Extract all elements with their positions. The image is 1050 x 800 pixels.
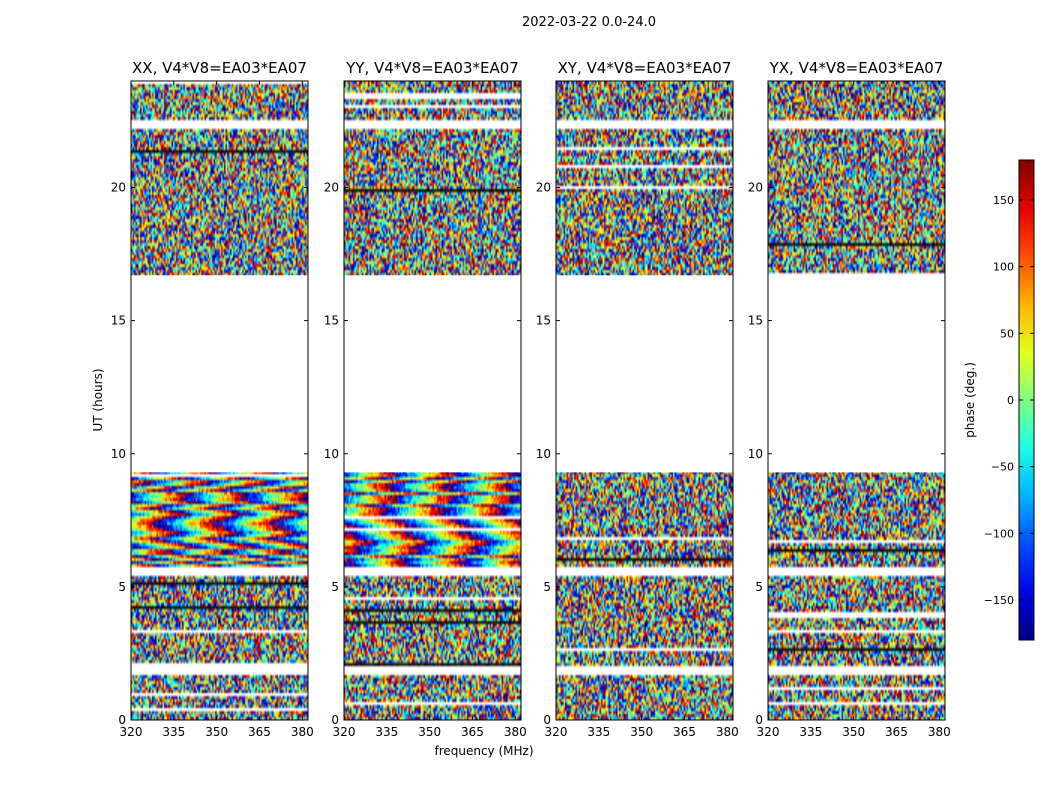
- x-tick-label: 350: [842, 725, 865, 739]
- x-tick-label: 365: [248, 725, 271, 739]
- y-tick-label: 0: [331, 713, 339, 727]
- y-tick-label: 20: [111, 181, 126, 195]
- suptitle: 2022-03-22 0.0-24.0: [522, 15, 656, 30]
- x-tick-label: 335: [799, 725, 822, 739]
- x-tick-label: 335: [587, 725, 610, 739]
- y-tick-label: 0: [755, 713, 763, 727]
- x-tick-label: 320: [333, 725, 356, 739]
- x-tick-label: 380: [716, 725, 739, 739]
- x-tick-label: 380: [504, 725, 527, 739]
- colorbar-tick-label: −100: [984, 527, 1014, 540]
- data-gap-band: [768, 275, 945, 473]
- panel-title-xy: XY, V4*V8=EA03*EA07: [558, 59, 732, 77]
- panel-title-xx: XX, V4*V8=EA03*EA07: [132, 59, 307, 77]
- y-tick-label: 5: [543, 580, 551, 594]
- y-tick-label: 5: [331, 580, 339, 594]
- x-tick-label: 350: [205, 725, 228, 739]
- axes-frame-xy: [555, 80, 734, 721]
- y-tick-label: 5: [755, 580, 763, 594]
- x-tick-label: 335: [162, 725, 185, 739]
- y-tick-label: 20: [324, 181, 339, 195]
- x-tick-label: 335: [375, 725, 398, 739]
- y-tick-label: 10: [324, 447, 339, 461]
- y-tick-label: 5: [118, 580, 126, 594]
- x-tick-label: 350: [630, 725, 653, 739]
- x-tick-label: 365: [673, 725, 696, 739]
- panels-group: XX, V4*V8=EA03*EA07 320 335 350 365 380 0 5 10 15…: [111, 59, 951, 739]
- y-tick-label: 10: [111, 447, 126, 461]
- colorbar-tick-label: 100: [993, 261, 1014, 274]
- y-tick-label: 15: [111, 314, 126, 328]
- colorbar-label: phase (deg.): [963, 362, 977, 438]
- y-tick-label: 15: [324, 314, 339, 328]
- axes-frame-yx: [767, 80, 946, 721]
- x-tick-label: 320: [545, 725, 568, 739]
- data-gap-band: [131, 275, 308, 473]
- data-gap-band: [556, 275, 733, 473]
- x-tick-label: 320: [120, 725, 143, 739]
- axes-frame-xx: [130, 80, 309, 721]
- colorbar: 150 100 50 0 −50 −100 −150: [984, 159, 1035, 641]
- colorbar-tick-label: −150: [984, 594, 1014, 607]
- x-tick-label: 350: [418, 725, 441, 739]
- x-tick-label: 365: [461, 725, 484, 739]
- x-axis-label: frequency (MHz): [434, 744, 533, 758]
- y-tick-label: 0: [543, 713, 551, 727]
- y-tick-label: 15: [536, 314, 551, 328]
- axes-frame-yy: [343, 80, 522, 721]
- y-tick-label: 20: [536, 181, 551, 195]
- x-tick-label: 380: [928, 725, 951, 739]
- y-tick-label: 10: [536, 447, 551, 461]
- x-tick-label: 320: [757, 725, 780, 739]
- x-tick-label: 365: [885, 725, 908, 739]
- colorbar-tick-label: 150: [993, 194, 1014, 207]
- x-tick-label: 380: [291, 725, 314, 739]
- y-tick-label: 10: [748, 447, 763, 461]
- y-axis-label: UT (hours): [91, 368, 105, 431]
- y-tick-label: 0: [118, 713, 126, 727]
- colorbar-tick-label: −50: [991, 461, 1014, 474]
- panel-title-yx: YX, V4*V8=EA03*EA07: [769, 59, 944, 77]
- panel-title-yy: YY, V4*V8=EA03*EA07: [345, 59, 519, 77]
- y-tick-label: 20: [748, 181, 763, 195]
- colorbar-tick-label: 50: [1000, 327, 1014, 340]
- y-tick-label: 15: [748, 314, 763, 328]
- colorbar-tick-label: 0: [1007, 394, 1014, 407]
- data-gap-band: [344, 275, 521, 473]
